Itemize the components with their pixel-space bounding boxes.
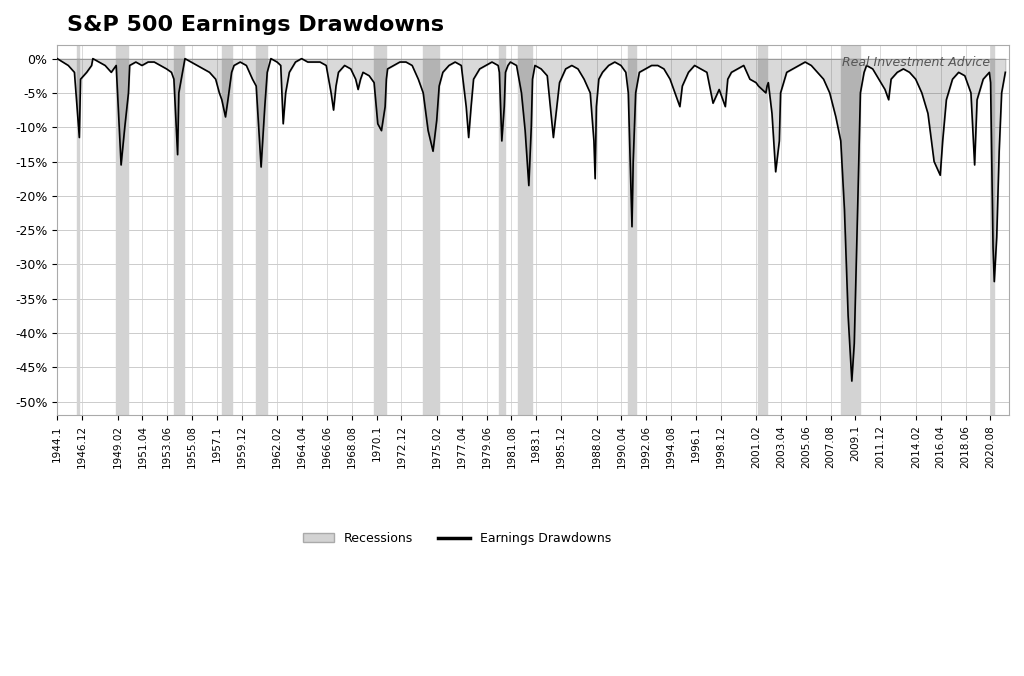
Bar xyxy=(222,45,231,415)
Bar xyxy=(423,45,439,415)
Bar xyxy=(990,45,994,415)
Bar xyxy=(174,45,183,415)
Bar xyxy=(116,45,128,415)
Bar xyxy=(256,45,267,415)
Bar xyxy=(374,45,386,415)
Bar xyxy=(77,45,79,415)
Text: Real Investment Advice: Real Investment Advice xyxy=(842,56,990,69)
Bar xyxy=(500,45,506,415)
Bar xyxy=(759,45,767,415)
Bar xyxy=(629,45,636,415)
Bar xyxy=(518,45,532,415)
Bar xyxy=(841,45,860,415)
Legend: Recessions, Earnings Drawdowns: Recessions, Earnings Drawdowns xyxy=(298,527,616,550)
Text: S&P 500 Earnings Drawdowns: S&P 500 Earnings Drawdowns xyxy=(67,15,443,35)
